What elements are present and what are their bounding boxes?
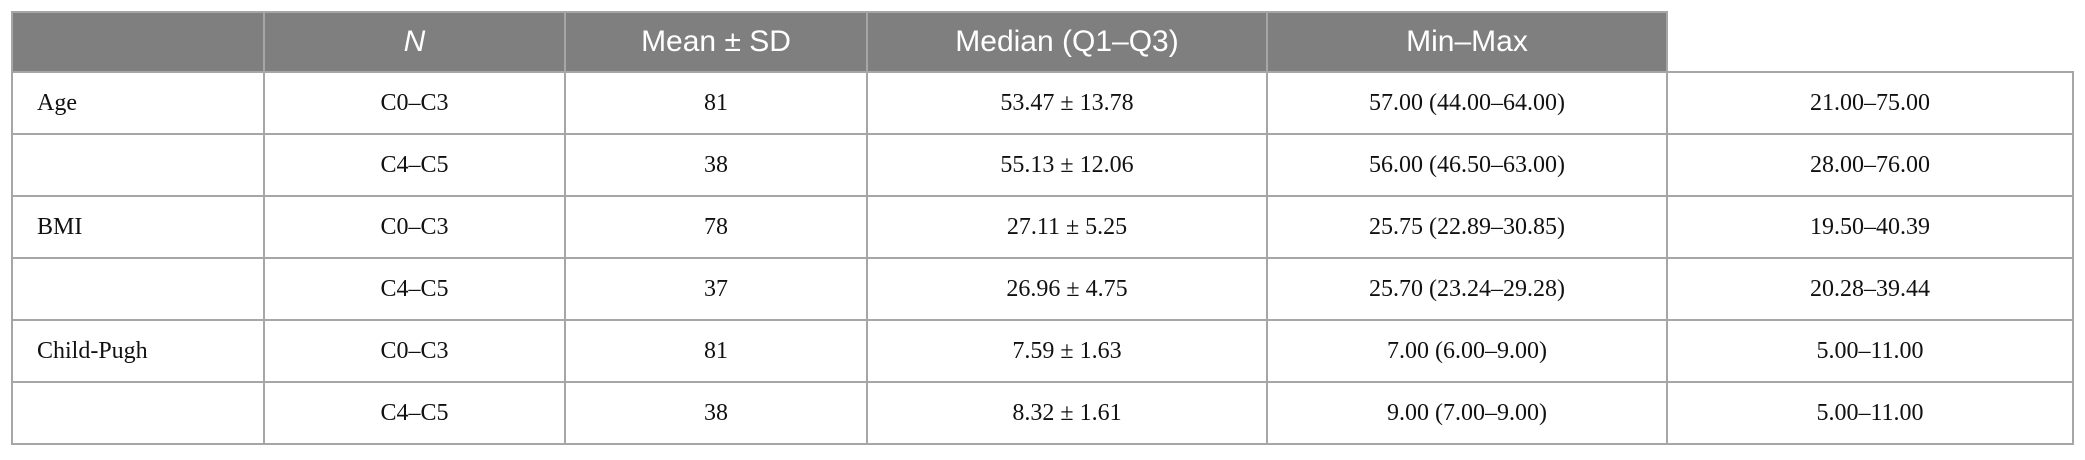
cell-n: 38 [564, 381, 868, 445]
data-table: N Mean ± SD Median (Q1–Q3) Min–Max Age C0–C3… [11, 11, 2074, 445]
table-body: Age C0–C3 81 53.47 ± 13.78 57.00 (44.00–64.0… [11, 71, 2074, 445]
cell-range: 5.00–11.00 [1666, 319, 2074, 383]
cell-group: C4–C5 [263, 257, 566, 321]
table-row: C4–C5 38 55.13 ± 12.06 56.00 (46.50–63.00) 2… [11, 133, 2074, 197]
cell-group: C4–C5 [263, 381, 566, 445]
header-cell: Median (Q1–Q3) [866, 11, 1268, 73]
cell-range: 28.00–76.00 [1666, 133, 2074, 197]
cell-range: 20.28–39.44 [1666, 257, 2074, 321]
cell-group: C0–C3 [263, 71, 566, 135]
cell-variable [11, 381, 265, 445]
cell-mean-sd: 55.13 ± 12.06 [866, 133, 1268, 197]
table-row: C4–C5 38 8.32 ± 1.61 9.00 (7.00–9.00) 5.00–1… [11, 381, 2074, 445]
header-row: N Mean ± SD Median (Q1–Q3) Min–Max [11, 11, 2073, 73]
cell-variable: Age [11, 71, 265, 135]
header-cell: Min–Max [1266, 11, 1668, 73]
table-row: Age C0–C3 81 53.47 ± 13.78 57.00 (44.00–64.0… [11, 71, 2074, 135]
header-cell [11, 11, 265, 73]
cell-n: 78 [564, 195, 868, 259]
header-cell: N [263, 11, 566, 73]
cell-range: 5.00–11.00 [1666, 381, 2074, 445]
cell-median: 25.75 (22.89–30.85) [1266, 195, 1668, 259]
cell-mean-sd: 7.59 ± 1.63 [866, 319, 1268, 383]
cell-variable: Child-Pugh [11, 319, 265, 383]
table-row: C4–C5 37 26.96 ± 4.75 25.70 (23.24–29.28) 20… [11, 257, 2074, 321]
cell-median: 9.00 (7.00–9.00) [1266, 381, 1668, 445]
cell-group: C4–C5 [263, 133, 566, 197]
cell-median: 25.70 (23.24–29.28) [1266, 257, 1668, 321]
cell-mean-sd: 27.11 ± 5.25 [866, 195, 1268, 259]
cell-group: C0–C3 [263, 319, 566, 383]
cell-mean-sd: 53.47 ± 13.78 [866, 71, 1268, 135]
cell-n: 81 [564, 319, 868, 383]
cell-range: 21.00–75.00 [1666, 71, 2074, 135]
cell-variable [11, 257, 265, 321]
cell-variable: BMI [11, 195, 265, 259]
cell-median: 57.00 (44.00–64.00) [1266, 71, 1668, 135]
cell-n: 37 [564, 257, 868, 321]
cell-variable [11, 133, 265, 197]
table-row: BMI C0–C3 78 27.11 ± 5.25 25.75 (22.89–30.85… [11, 195, 2074, 259]
cell-mean-sd: 26.96 ± 4.75 [866, 257, 1268, 321]
cell-median: 56.00 (46.50–63.00) [1266, 133, 1668, 197]
table-row: Child-Pugh C0–C3 81 7.59 ± 1.63 7.00 (6.00–9… [11, 319, 2074, 383]
header-cell: Mean ± SD [564, 11, 868, 73]
cell-median: 7.00 (6.00–9.00) [1266, 319, 1668, 383]
cell-n: 38 [564, 133, 868, 197]
cell-n: 81 [564, 71, 868, 135]
cell-mean-sd: 8.32 ± 1.61 [866, 381, 1268, 445]
cell-range: 19.50–40.39 [1666, 195, 2074, 259]
cell-group: C0–C3 [263, 195, 566, 259]
